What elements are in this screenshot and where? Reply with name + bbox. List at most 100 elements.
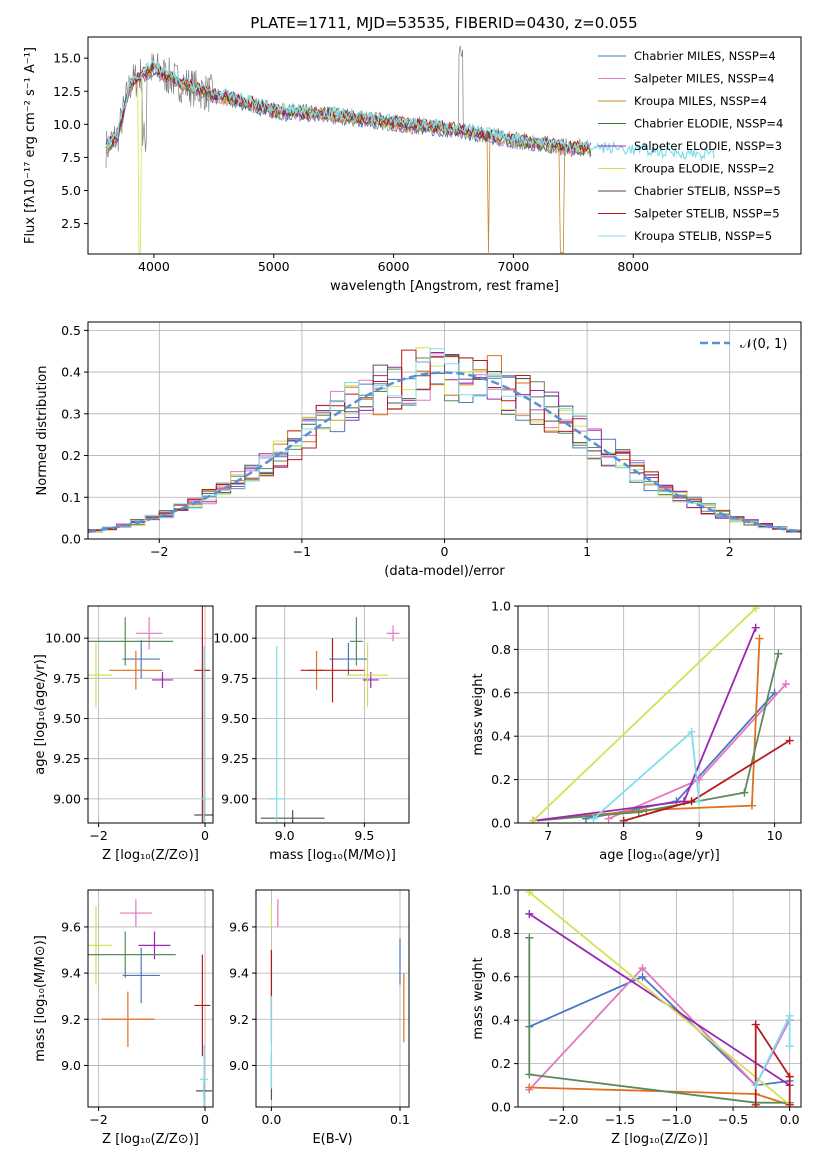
x-tick-label: 0.1 [390,1112,410,1127]
x-tick-label: 4000 [138,259,170,274]
axes-frame [255,605,410,824]
y-tick-label: 9.00 [221,791,249,806]
plot-area-spectrum [105,45,715,254]
y-tick-label: 0.8 [491,642,511,657]
x-tick-label: 0 [201,828,209,843]
weight-marker [740,788,749,797]
axes-frame [87,36,802,255]
panel-spectrum: Chabrier MILES, NSSP=4 Salpeter MILES, NS… [23,36,802,294]
y-tick-label: 9.75 [221,671,249,686]
axes-frame [255,889,410,1108]
model-spectrum-line [105,62,591,153]
x-tick-label: 9.0 [275,828,295,843]
x-tick-label: 10 [767,828,783,843]
y-tick-label: 0.6 [491,969,511,984]
x-axis-label: wavelength [Angstrom, rest frame] [330,279,559,294]
x-tick-label: 0 [201,1112,209,1127]
observed-spectrum-line [105,45,592,169]
weight-marker [751,1020,760,1029]
legend-label: Chabrier MILES, NSSP=4 [634,49,776,63]
y-tick-label: 9.2 [229,1012,249,1027]
axes-frame [517,605,802,824]
y-tick-label: 9.6 [229,919,249,934]
panel-weight_vs_Z: −2.0 −1.5 −1.0 −0.5 0.0 0.0 0.2 0.4 0.6 0.8 1.0 Z [… [471,883,802,1147]
x-tick-label: 1 [583,544,591,559]
x-tick-label: 5000 [258,259,290,274]
y-tick-label: 5.0 [61,183,81,198]
plot-area-mass_vs_Z [88,890,213,1107]
weight-marker [525,890,534,897]
x-tick-label: −0.5 [718,1112,748,1127]
weight-marker [785,1042,794,1051]
weight-line [623,739,791,822]
y-tick-label: 0.1 [61,490,81,505]
y-tick-label: 9.2 [61,1012,81,1027]
legend-label: Chabrier ELODIE, NSSP=4 [634,117,783,131]
y-tick-label: 2.5 [61,216,81,231]
y-axis-label: mass [log₁₀(M/M⊙)] [33,935,48,1062]
x-tick-label: 2 [726,544,734,559]
y-tick-label: 0.2 [491,1056,511,1071]
model-spectrum-line [105,60,715,162]
y-tick-label: 1.0 [491,599,511,614]
plot-area-age_vs_mass [256,606,409,823]
axes-frame [87,889,214,1108]
y-tick-label: 0.2 [491,772,511,787]
weight-marker [781,680,790,689]
x-tick-label: 7000 [497,259,529,274]
weight-line [533,653,780,822]
y-tick-label: 12.5 [53,84,81,99]
x-axis-label: (data-model)/error [384,564,505,579]
x-tick-label: 0.0 [780,1112,800,1127]
x-tick-label: 8 [620,828,628,843]
x-tick-label: −2 [89,828,107,843]
y-tick-label: 9.25 [221,751,249,766]
y-tick-label: 9.0 [229,1058,249,1073]
residual-histogram-step [88,348,801,532]
y-tick-label: 9.4 [229,966,249,981]
y-tick-label: 0.4 [491,729,511,744]
y-axis-label: mass weight [471,957,486,1039]
x-axis-label: Z [log₁₀(Z/Z⊙)] [102,1132,199,1147]
figure-title: PLATE=1711, MJD=53535, FIBERID=0430, z=0… [250,14,637,32]
y-tick-label: 7.5 [61,150,81,165]
panel-weight_vs_age: 7 8 9 10 0.0 0.2 0.4 0.6 0.8 1.0 age [log₁₀(age/yr… [471,599,802,863]
y-axis-label: mass weight [471,673,486,755]
y-tick-label: 9.25 [53,751,81,766]
panel-residuals: 𝒩(0, 1) −2 −1 0 1 2 0.0 0.1 0.2 0.3 0.4 0.5 (data-mo… [35,321,802,579]
y-tick-label: 9.00 [53,791,81,806]
y-axis-label: age [log₁₀(age/yr)] [33,654,48,775]
y-tick-label: 0.0 [61,532,81,547]
weight-marker [747,801,756,810]
x-tick-label: 7 [544,828,552,843]
panel-age_vs_Z: −2 0 9.00 9.25 9.50 9.75 10.00 Z [log₁₀(Z/Z⊙)] a… [33,605,214,863]
panel-age_vs_mass: 9.0 9.5 9.00 9.25 9.50 9.75 10.00 mass [log₁₀(M… [213,605,410,863]
weight-marker [638,964,647,973]
weight-marker [751,1081,760,1090]
weight-marker [751,606,760,613]
plot-area-residuals [88,322,801,539]
legend-label: Salpeter ELODIE, NSSP=3 [634,139,782,153]
plot-area-age_vs_Z [88,606,213,823]
weight-line [533,638,761,822]
y-tick-label: 0.5 [61,323,81,338]
weight-line [532,627,757,822]
weight-line [528,975,790,1087]
y-tick-label: 0.3 [61,406,81,421]
weight-marker [755,634,764,643]
x-axis-label: Z [log₁₀(Z/Z⊙)] [611,1132,708,1147]
x-tick-label: 0.0 [261,1112,281,1127]
weight-line [532,607,757,822]
weight-marker [589,814,598,823]
panel-mass_vs_ebv: 0.0 0.1 9.0 9.2 9.4 9.6 E(B-V) [229,889,410,1147]
weight-marker [619,816,628,823]
plot-area-mass_vs_ebv [256,890,409,1107]
weight-marker [785,1011,794,1020]
x-tick-label: −2 [89,1112,107,1127]
x-axis-label: Z [log₁₀(Z/Z⊙)] [102,848,199,863]
y-tick-label: 9.4 [61,966,81,981]
x-tick-label: 9.5 [354,828,374,843]
y-tick-label: 0.6 [491,685,511,700]
x-axis-label: E(B-V) [312,1132,352,1147]
